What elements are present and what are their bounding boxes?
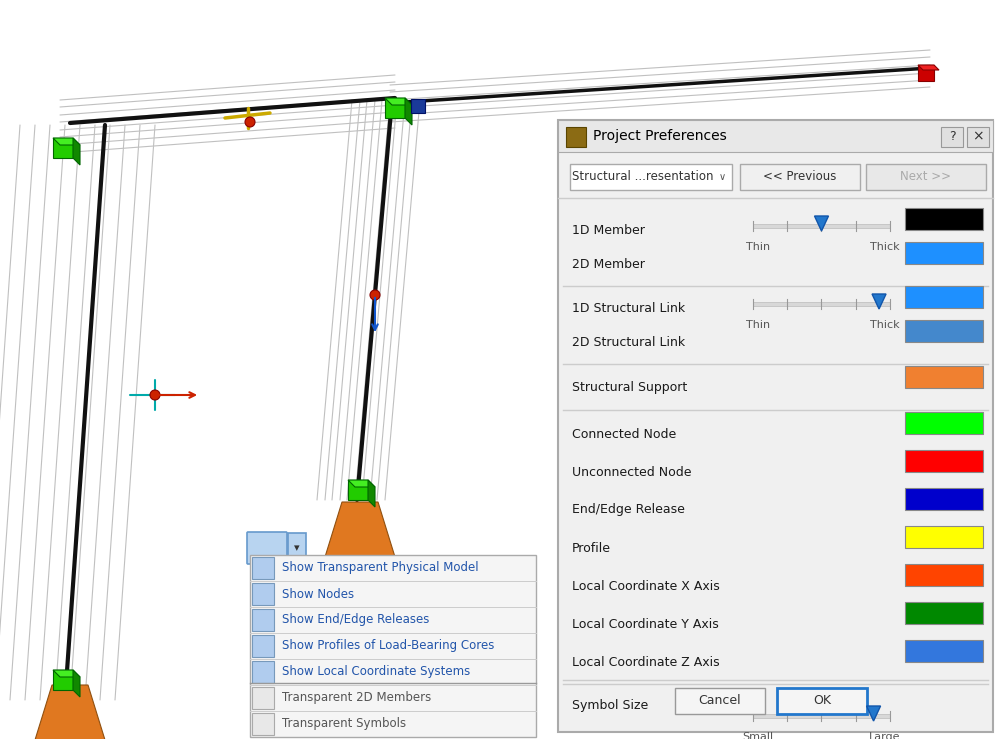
Text: Thin: Thin (746, 242, 770, 252)
Bar (385, 98, 405, 118)
Polygon shape (73, 670, 80, 697)
Polygon shape (348, 480, 375, 487)
Bar (777, 688, 867, 714)
Bar (558, 120, 993, 732)
Text: Project Preferences: Project Preferences (593, 129, 727, 143)
FancyBboxPatch shape (247, 532, 287, 564)
Circle shape (370, 290, 380, 300)
Text: Unconnected Node: Unconnected Node (572, 466, 692, 478)
Bar (250, 555, 536, 737)
Text: Cancel: Cancel (699, 695, 742, 707)
Polygon shape (385, 98, 412, 105)
Bar (252, 583, 274, 605)
Text: Show Nodes: Show Nodes (282, 588, 354, 601)
Bar (566, 127, 586, 147)
Bar (252, 687, 274, 709)
Text: Profile: Profile (572, 542, 611, 554)
Text: End/Edge Release: End/Edge Release (572, 503, 685, 517)
Bar (905, 320, 983, 342)
Bar (348, 480, 368, 500)
Text: Structural ...resentation: Structural ...resentation (572, 171, 714, 183)
Text: Transparent Symbols: Transparent Symbols (282, 718, 406, 730)
Text: Thick: Thick (870, 320, 900, 330)
Text: Thin: Thin (746, 320, 770, 330)
Text: ∨: ∨ (719, 172, 726, 182)
Bar (411, 99, 425, 113)
Bar (905, 602, 983, 624)
Text: OK: OK (813, 695, 831, 707)
Bar (322, 557, 398, 565)
Bar (905, 450, 983, 472)
Text: << Previous: << Previous (763, 171, 836, 183)
Text: Symbol Size: Symbol Size (572, 700, 649, 712)
Bar (53, 670, 73, 690)
Bar (252, 635, 274, 657)
Bar (905, 208, 983, 230)
Text: Local Coordinate Z Axis: Local Coordinate Z Axis (572, 655, 720, 669)
Text: ×: × (972, 129, 984, 143)
Text: ?: ? (949, 129, 955, 143)
Bar (905, 640, 983, 662)
Circle shape (245, 117, 255, 127)
Bar (740, 164, 860, 190)
Text: ▾: ▾ (294, 543, 299, 553)
Text: Show Transparent Physical Model: Show Transparent Physical Model (282, 562, 479, 574)
Bar (753, 302, 890, 306)
Text: 1D Structural Link: 1D Structural Link (572, 302, 685, 315)
Circle shape (150, 390, 160, 400)
Polygon shape (35, 685, 105, 739)
Bar (675, 688, 765, 714)
Bar (252, 713, 274, 735)
Polygon shape (405, 98, 412, 125)
Polygon shape (325, 502, 395, 557)
Text: Next >>: Next >> (900, 171, 951, 183)
Polygon shape (73, 138, 80, 165)
Bar (558, 120, 993, 152)
Bar (905, 286, 983, 308)
Text: Large: Large (869, 732, 901, 739)
Bar (905, 488, 983, 510)
Bar (53, 138, 73, 158)
Bar (288, 533, 306, 563)
Bar (866, 164, 986, 190)
Text: Thick: Thick (870, 242, 900, 252)
Text: Show End/Edge Releases: Show End/Edge Releases (282, 613, 429, 627)
Bar (941, 127, 963, 147)
Text: 2D Member: 2D Member (572, 257, 645, 270)
Bar (967, 127, 989, 147)
Text: 2D Structural Link: 2D Structural Link (572, 336, 685, 349)
Bar (905, 412, 983, 434)
Text: Structural Support: Structural Support (572, 381, 688, 395)
Text: Show Profiles of Load-Bearing Cores: Show Profiles of Load-Bearing Cores (282, 639, 494, 653)
Bar (252, 609, 274, 631)
Polygon shape (872, 294, 886, 309)
Polygon shape (866, 706, 880, 721)
Bar (905, 242, 983, 264)
Text: Show Local Coordinate Systems: Show Local Coordinate Systems (282, 666, 470, 678)
Bar (905, 564, 983, 586)
Polygon shape (53, 670, 80, 677)
Text: 1D Member: 1D Member (572, 223, 645, 236)
Polygon shape (53, 138, 80, 145)
Polygon shape (814, 216, 828, 231)
Bar (918, 65, 934, 81)
Bar (905, 526, 983, 548)
Text: Local Coordinate Y Axis: Local Coordinate Y Axis (572, 618, 719, 630)
Bar (252, 661, 274, 683)
Text: Small: Small (743, 732, 773, 739)
Bar (753, 224, 890, 228)
Bar (905, 366, 983, 388)
Polygon shape (918, 65, 939, 70)
Text: Transparent 2D Members: Transparent 2D Members (282, 692, 431, 704)
Polygon shape (368, 480, 375, 507)
Bar (570, 164, 732, 190)
Bar (753, 714, 890, 718)
Text: Connected Node: Connected Node (572, 427, 677, 440)
Text: Local Coordinate X Axis: Local Coordinate X Axis (572, 579, 720, 593)
Bar (252, 557, 274, 579)
